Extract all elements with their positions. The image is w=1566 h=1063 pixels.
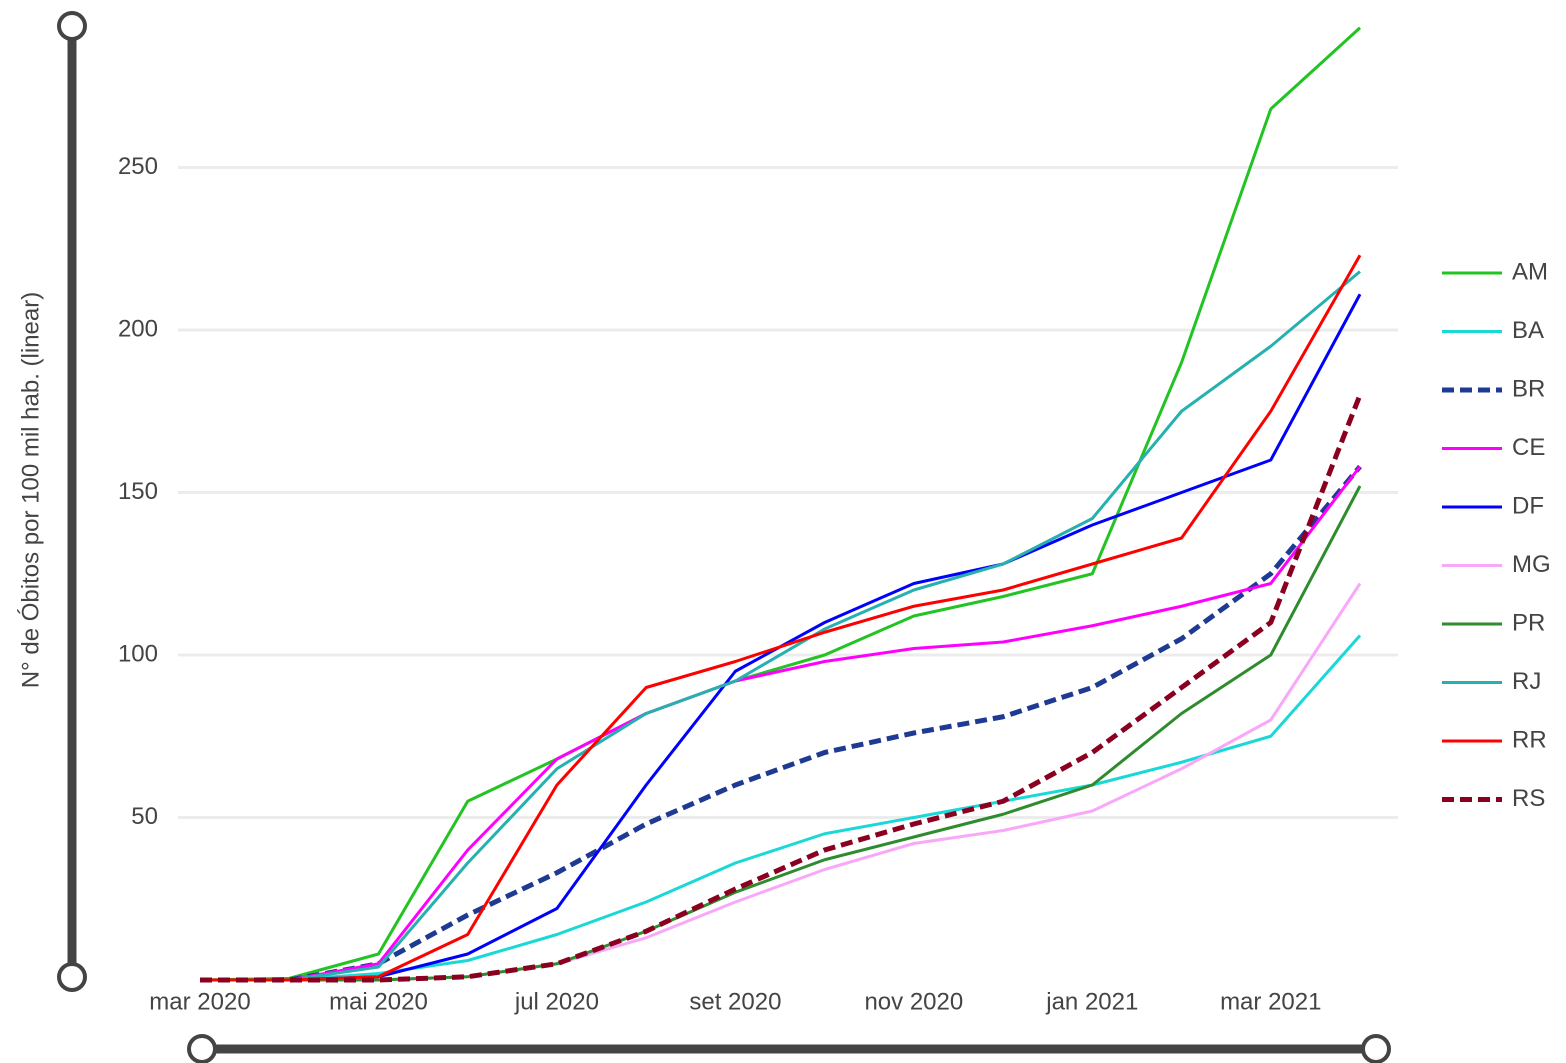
legend-label: RR bbox=[1512, 726, 1547, 753]
series-line bbox=[199, 26, 1362, 982]
legend-label: BR bbox=[1512, 375, 1545, 402]
y-slider-handle[interactable] bbox=[57, 11, 87, 41]
y-tick-label: 150 bbox=[118, 478, 158, 505]
legend-label: AM bbox=[1512, 258, 1548, 285]
x-tick-label: nov 2020 bbox=[864, 988, 963, 1015]
x-tick-label: mai 2020 bbox=[329, 988, 428, 1015]
legend-label: PR bbox=[1512, 609, 1545, 636]
x-tick-label: set 2020 bbox=[689, 988, 781, 1015]
y-axis-label: N° de Óbitos por 100 mil hab. (linear) bbox=[17, 292, 44, 688]
series-line bbox=[200, 465, 1362, 982]
legend-label: BA bbox=[1512, 317, 1544, 344]
series-line bbox=[200, 582, 1362, 982]
y-tick-label: 50 bbox=[131, 803, 158, 830]
series-line bbox=[200, 485, 1362, 982]
y-slider-handle[interactable] bbox=[57, 962, 87, 992]
series-line bbox=[200, 394, 1363, 983]
x-tick-label: mar 2020 bbox=[149, 988, 250, 1015]
legend-label: RS bbox=[1512, 785, 1545, 812]
series-line bbox=[200, 464, 1362, 983]
y-tick-label: 100 bbox=[118, 640, 158, 667]
y-tick-label: 200 bbox=[118, 315, 158, 342]
series-line bbox=[200, 254, 1362, 982]
x-slider-handle[interactable] bbox=[1361, 1034, 1391, 1063]
legend-label: CE bbox=[1512, 434, 1545, 461]
x-slider-handle[interactable] bbox=[187, 1034, 217, 1063]
series-line bbox=[200, 270, 1361, 982]
y-tick-label: 250 bbox=[118, 153, 158, 180]
legend-label: DF bbox=[1512, 492, 1544, 519]
x-tick-label: jul 2020 bbox=[514, 988, 599, 1015]
legend-label: RJ bbox=[1512, 668, 1541, 695]
x-tick-label: mar 2021 bbox=[1220, 988, 1321, 1015]
legend-label: MG bbox=[1512, 551, 1551, 578]
x-tick-label: jan 2021 bbox=[1045, 988, 1138, 1015]
